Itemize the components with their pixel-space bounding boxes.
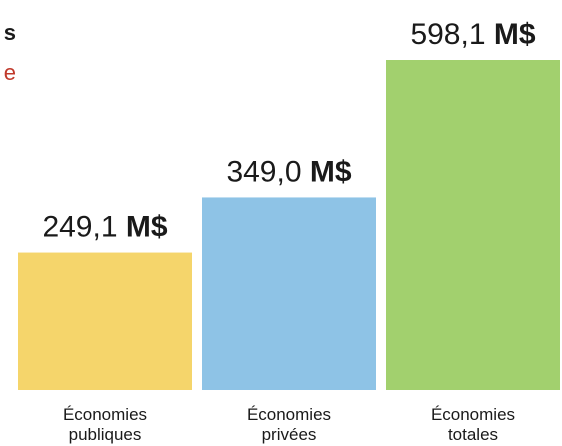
category-label: Économies privées (247, 405, 331, 444)
category-label-line: Économies (247, 405, 331, 424)
bar-value-label: 249,1 M$ (42, 211, 167, 244)
bar-value-label: 598,1 M$ (410, 18, 535, 51)
value-unit: M$ (126, 211, 168, 244)
category-label: Économies totales (431, 405, 515, 444)
category-label-line: totales (448, 425, 498, 444)
value-unit: M$ (310, 155, 352, 188)
category-label: Économies publiques (63, 405, 147, 444)
bar-2 (202, 197, 376, 390)
bar-3 (386, 60, 560, 390)
value-number: 598,1 (410, 18, 493, 51)
category-label-line: Économies (431, 405, 515, 424)
category-label-line: publiques (69, 425, 142, 444)
category-label-line: privées (262, 425, 317, 444)
bar-value-label: 349,0 M$ (226, 155, 351, 188)
value-number: 249,1 (42, 211, 125, 244)
value-number: 349,0 (226, 155, 309, 188)
category-label-line: Économies (63, 405, 147, 424)
chart-subtitle-line: e (3, 60, 16, 84)
chart-title-line: s (3, 20, 16, 45)
chart-title-partial: s e (0, 14, 16, 84)
bar-1 (18, 252, 192, 390)
value-unit: M$ (494, 18, 536, 51)
